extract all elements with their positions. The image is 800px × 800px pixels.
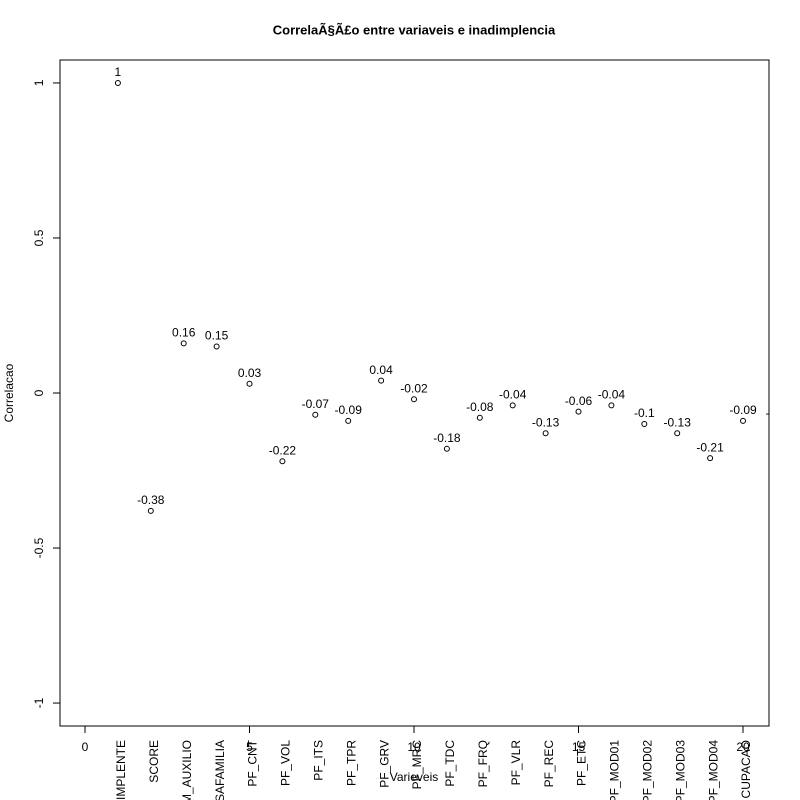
category-label: CUPACAO: [739, 740, 753, 798]
x-tick-label: 15: [572, 740, 586, 754]
point: [180, 340, 187, 347]
category-label: PF_MOD03: [673, 740, 687, 800]
value-label: -0.22: [269, 443, 297, 457]
value-label: -0.02: [400, 381, 428, 395]
point: [246, 380, 253, 387]
point: [575, 408, 582, 415]
x-tick-label: 5: [246, 740, 253, 754]
value-label: -0.18: [433, 431, 461, 445]
y-tick-label: -1: [32, 697, 46, 708]
value-label: 0.03: [238, 366, 262, 380]
value-label: 0.04: [369, 363, 393, 377]
value-label: -0.04: [499, 388, 527, 402]
category-label: PF_MRC: [410, 740, 424, 790]
value-label: -0.07: [302, 397, 330, 411]
y-tick-label: 0: [32, 389, 46, 396]
category-label: PF_CNT: [246, 739, 260, 786]
point: [114, 79, 121, 86]
value-label: -0.1: [634, 406, 655, 420]
value-label: -0.13: [532, 415, 560, 429]
point: [707, 455, 714, 462]
point: [674, 430, 681, 437]
category-label: M_AUXILIO: [180, 740, 194, 800]
point: [542, 430, 549, 437]
point: [345, 417, 352, 424]
value-label: -0.1: [766, 406, 787, 420]
category-label: PF_MOD02: [640, 740, 654, 800]
point: [509, 402, 516, 409]
x-tick-label: 20: [736, 740, 750, 754]
plot-area: 1 -0.38 0.16 0.15 0.03 -0.22 -0.07 -0.09 0.04 -0.…: [114, 65, 787, 514]
point: [443, 445, 450, 452]
point: [411, 396, 418, 403]
value-label: 1: [115, 65, 122, 79]
value-label: -0.09: [335, 403, 363, 417]
category-label: PF_TPR: [344, 740, 358, 786]
point: [641, 421, 648, 428]
point: [213, 343, 220, 350]
value-label: -0.09: [729, 403, 757, 417]
x-axis-label: Varieveis: [390, 770, 438, 784]
value-label: 0.15: [205, 329, 229, 343]
category-label: PF_FRQ: [476, 740, 490, 787]
point: [773, 422, 778, 427]
y-axis-label: Correlacao: [2, 363, 16, 422]
value-label: -0.21: [696, 440, 724, 454]
category-label: PF_MOD04: [706, 740, 720, 800]
point: [312, 411, 319, 418]
point: [378, 377, 385, 384]
category-label: PF_TDC: [443, 740, 457, 787]
category-label: PF_REC: [542, 740, 556, 788]
y-tick-label: 1: [32, 79, 46, 86]
point: [147, 507, 154, 514]
category-label: SCORE: [147, 740, 161, 783]
category-label: PF_VLR: [509, 740, 523, 786]
category-label: PF_VOL: [279, 740, 293, 786]
value-label: -0.06: [565, 394, 593, 408]
point: [608, 402, 615, 409]
value-label: 0.16: [172, 326, 196, 340]
value-label: -0.13: [664, 415, 692, 429]
value-label: -0.08: [466, 400, 494, 414]
category-label: IMPLENTE: [114, 740, 128, 800]
y-tick-label: -0.5: [32, 537, 46, 558]
value-label: -0.38: [137, 493, 165, 507]
x-tick-label: 0: [82, 740, 89, 754]
category-label: PF_ETC: [575, 740, 589, 786]
point: [279, 458, 286, 465]
chart-title: CorrelaÃ§Ã£o entre variaveis e inadimple…: [273, 22, 556, 37]
point: [740, 417, 747, 424]
category-label: PF_MOD01: [608, 740, 622, 800]
category-label: PF_GRV: [377, 740, 391, 788]
y-tick-label: 0.5: [32, 229, 46, 246]
value-label: -0.04: [598, 388, 626, 402]
category-label: PF_ITS: [311, 740, 325, 781]
x-tick-label: 10: [407, 740, 421, 754]
point: [476, 414, 483, 421]
category-label: SAFAMILIA: [213, 740, 227, 800]
